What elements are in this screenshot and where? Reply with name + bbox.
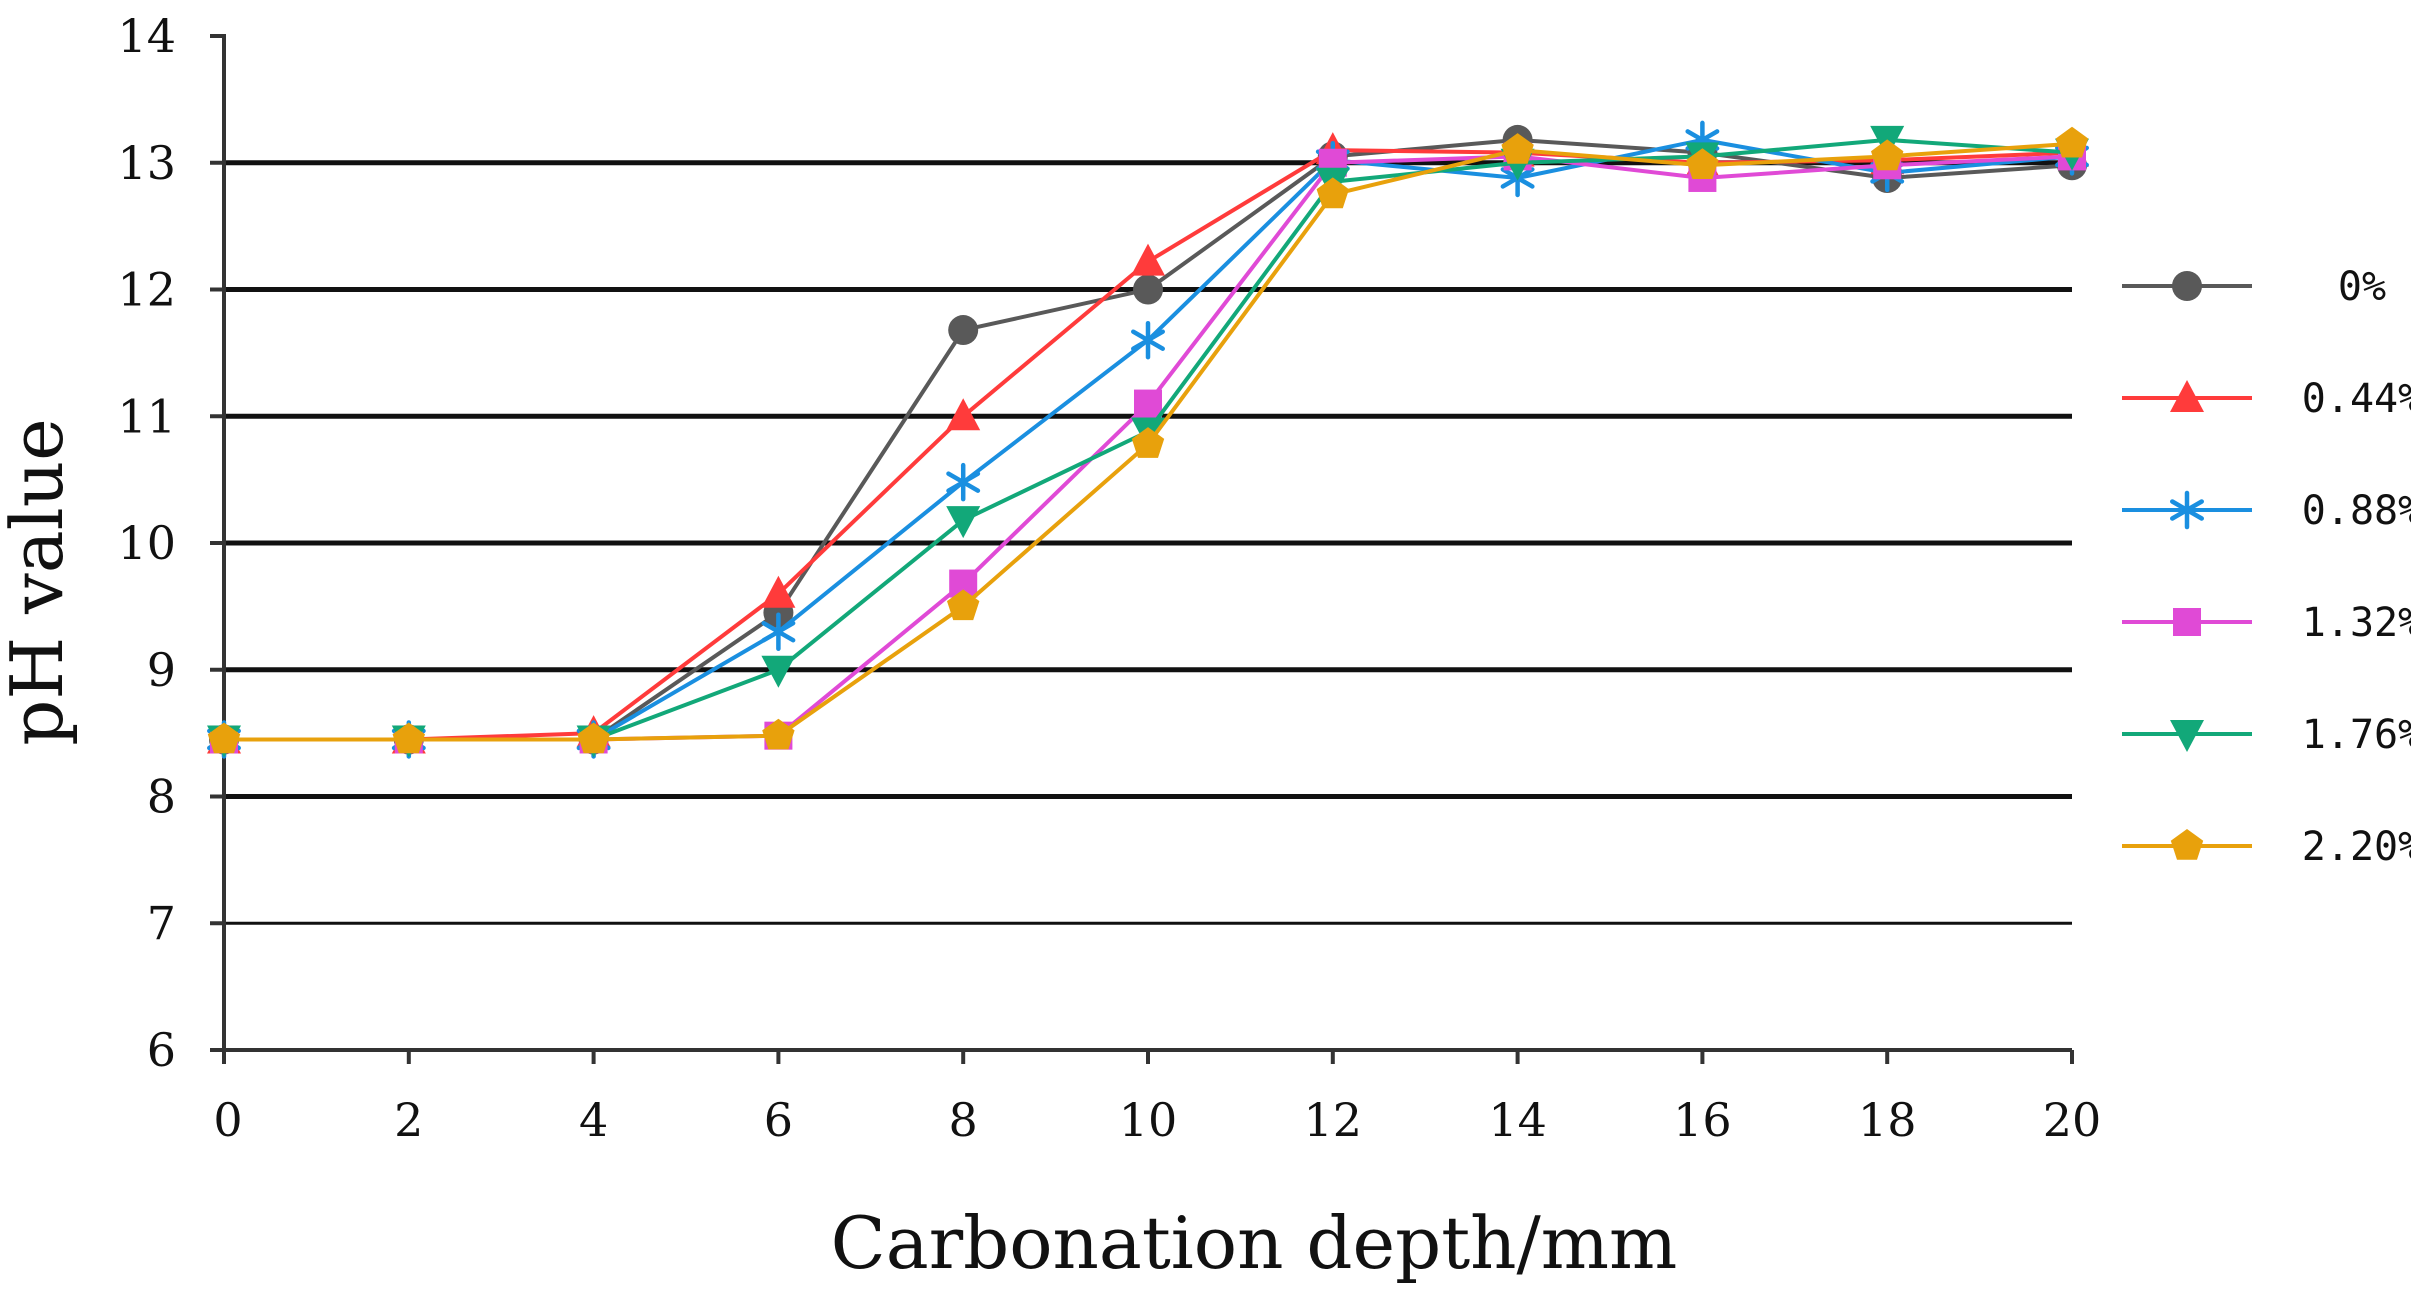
point-2.20%-x0 <box>207 722 241 754</box>
x-tick-label-14: 14 <box>1488 1093 1547 1147</box>
x-tick-label-4: 4 <box>579 1093 608 1147</box>
point-2.20%-x16 <box>1686 148 1719 179</box>
point-0%-x10 <box>1133 274 1163 305</box>
legend-item-0%: 0% <box>2122 264 2386 310</box>
point-2.20%-x14 <box>1501 133 1534 164</box>
x-tick-label-2: 2 <box>394 1093 423 1147</box>
legend: 0% 0.44% 0.88% 1.32% 1.76% 2.20% <box>2122 264 2411 870</box>
point-0.44%-x8 <box>946 398 981 431</box>
y-axis-title: pH value <box>0 418 79 745</box>
y-tick-label-13: 13 <box>117 136 176 190</box>
y-tick-label-7: 7 <box>147 896 176 950</box>
point-1.76%-x6 <box>761 655 796 688</box>
y-tick-label-12: 12 <box>117 263 176 317</box>
x-tick-label-10: 10 <box>1119 1093 1178 1147</box>
x-tick-label-6: 6 <box>764 1093 793 1147</box>
legend-marker-0.88% <box>2170 490 2204 530</box>
point-2.20%-x10 <box>1131 427 1165 458</box>
point-0.44%-x10 <box>1131 243 1165 276</box>
legend-item-0.44%: 0.44% <box>2122 376 2411 422</box>
point-2.20%-x8 <box>947 589 980 621</box>
legend-label-1.76%: 1.76% <box>2302 712 2411 758</box>
point-1.32%-x10 <box>1134 389 1162 418</box>
legend-item-1.76%: 1.76% <box>2122 712 2411 758</box>
point-0.88%-x10 <box>1131 320 1165 360</box>
point-0.88%-x6 <box>761 612 796 651</box>
y-tick-label-8: 8 <box>147 770 176 824</box>
x-tick-label-8: 8 <box>949 1093 978 1147</box>
legend-item-1.32%: 1.32% <box>2122 600 2411 646</box>
y-tick-label-6: 6 <box>147 1023 176 1077</box>
y-tick-label-9: 9 <box>147 643 176 697</box>
x-tick-label-18: 18 <box>1858 1093 1917 1147</box>
legend-label-1.32%: 1.32% <box>2302 600 2411 646</box>
data-series <box>207 120 2089 759</box>
x-tick-label-0: 0 <box>213 1093 242 1147</box>
point-2.20%-x18 <box>1871 139 1904 171</box>
x-tick-label-20: 20 <box>2043 1093 2102 1147</box>
legend-label-0.44%: 0.44% <box>2302 376 2411 422</box>
point-0.44%-x6 <box>761 575 796 608</box>
y-tick-label-14: 14 <box>117 9 176 63</box>
point-2.20%-x4 <box>577 722 610 754</box>
point-1.76%-x8 <box>946 506 981 539</box>
legend-marker-1.32% <box>2173 608 2201 636</box>
legend-label-2.20%: 2.20% <box>2302 824 2411 870</box>
point-2.20%-x20 <box>2055 126 2089 158</box>
legend-marker-1.76% <box>2170 720 2204 752</box>
point-2.20%-x2 <box>392 722 425 754</box>
legend-label-0%: 0% <box>2338 264 2386 310</box>
tick-labels: 6 7 8 9 10 11 12 13 14 0 2 4 6 8 10 12 14 16 18 20 <box>117 9 2101 1147</box>
y-tick-label-11: 11 <box>117 389 176 443</box>
axes <box>210 34 2074 1064</box>
x-tick-label-16: 16 <box>1673 1093 1732 1147</box>
point-2.20%-x12 <box>1316 177 1349 209</box>
legend-item-0.88%: 0.88% <box>2122 488 2411 534</box>
legend-marker-0.44% <box>2170 380 2204 412</box>
series-2.20% <box>207 126 2089 754</box>
point-0.88%-x8 <box>946 462 981 502</box>
legend-marker-0% <box>2172 271 2202 301</box>
point-2.20%-x6 <box>762 718 795 750</box>
legend-label-0.88%: 0.88% <box>2302 488 2411 534</box>
x-tick-label-12: 12 <box>1304 1093 1363 1147</box>
legend-item-2.20%: 2.20% <box>2122 824 2411 870</box>
y-tick-label-10: 10 <box>117 516 176 570</box>
x-axis-title: Carbonation depth/mm <box>831 1201 1678 1285</box>
legend-marker-2.20% <box>2170 829 2204 860</box>
point-0%-x8 <box>948 315 979 346</box>
